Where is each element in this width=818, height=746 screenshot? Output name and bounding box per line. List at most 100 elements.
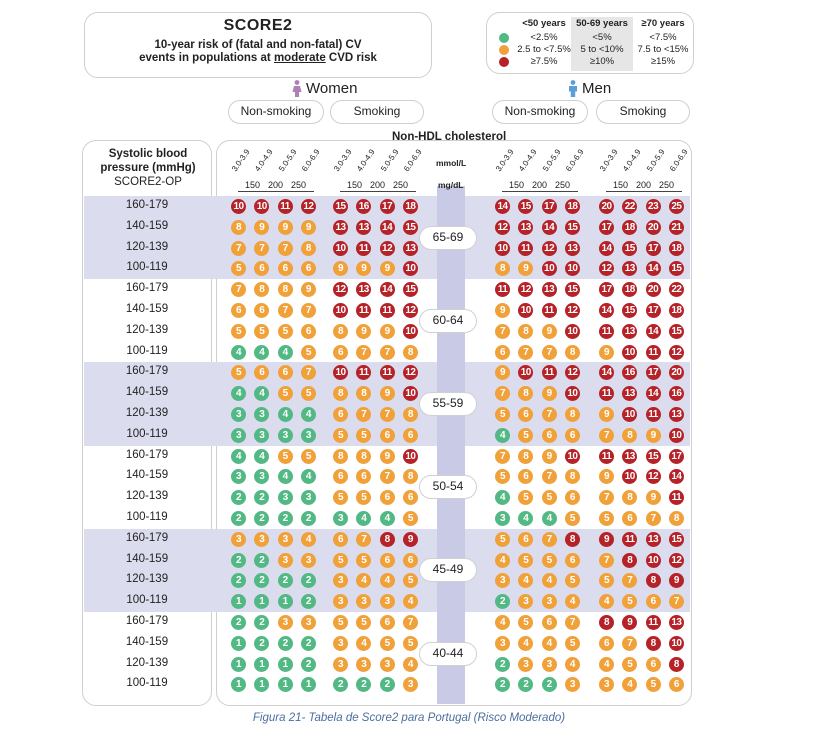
chol-mgdl-label: 150 xyxy=(613,180,629,190)
risk-legend: <50 years 50-69 years ≥70 years <2.5% <5% <7.… xyxy=(486,12,694,74)
risk-circle: 5 xyxy=(300,386,316,402)
risk-circle: 1 xyxy=(277,656,293,672)
risk-circle: 11 xyxy=(495,282,510,298)
risk-circle: 20 xyxy=(599,199,614,214)
risk-circle: 7 xyxy=(495,448,510,464)
risk-circle: 3 xyxy=(277,490,293,506)
risk-circle: 11 xyxy=(645,407,661,422)
risk-circle: 17 xyxy=(379,199,395,214)
risk-circle: 2 xyxy=(356,677,372,693)
risk-circle: 4 xyxy=(622,677,638,693)
title-box: SCORE2 10-year risk of (fatal and non-fa… xyxy=(84,12,432,78)
risk-circle: 3 xyxy=(333,511,348,526)
risk-circle: 4 xyxy=(495,615,510,630)
sbp-label: 120-139 xyxy=(125,240,169,253)
risk-circle: 6 xyxy=(495,344,510,360)
risk-circle: 3 xyxy=(402,677,418,693)
risk-circle: 11 xyxy=(379,365,395,381)
risk-circle: 4 xyxy=(300,407,316,422)
risk-circle: 13 xyxy=(541,282,557,298)
risk-circle: 10 xyxy=(333,240,348,256)
risk-circle: 14 xyxy=(645,323,661,339)
mgdl-axis-line xyxy=(238,191,314,192)
chol-mgdl-label: 250 xyxy=(291,180,307,190)
risk-circle: 5 xyxy=(277,448,293,464)
figure-caption: Figura 21- Tabela de Score2 para Portuga… xyxy=(252,712,566,724)
sbp-label: 100-119 xyxy=(126,261,168,274)
risk-circle: 15 xyxy=(564,282,580,298)
risk-circle: 10 xyxy=(564,386,580,402)
risk-circle: 5 xyxy=(564,573,580,589)
risk-circle: 6 xyxy=(645,594,661,610)
risk-circle: 3 xyxy=(300,552,316,568)
risk-circle: 5 xyxy=(402,635,418,651)
risk-circle: 7 xyxy=(402,615,418,630)
risk-circle: 3 xyxy=(356,594,372,610)
risk-circle: 9 xyxy=(379,261,395,277)
risk-circle: 3 xyxy=(333,573,348,589)
risk-circle: 8 xyxy=(622,427,638,443)
risk-circle: 12 xyxy=(564,303,580,318)
risk-circle: 11 xyxy=(356,365,372,381)
risk-circle: 4 xyxy=(518,635,534,651)
risk-circle: 10 xyxy=(231,199,246,214)
risk-circle: 14 xyxy=(599,365,614,381)
sbp-label: 100-119 xyxy=(126,594,168,607)
risk-circle: 6 xyxy=(333,407,348,422)
risk-circle: 9 xyxy=(333,261,348,277)
risk-circle: 9 xyxy=(402,531,418,547)
risk-circle: 5 xyxy=(541,490,557,506)
risk-circle: 3 xyxy=(300,427,316,443)
chol-mgdl-label: 150 xyxy=(245,180,261,190)
risk-circle: 3 xyxy=(277,615,293,630)
risk-circle: 15 xyxy=(668,323,684,339)
women-label: Women xyxy=(292,80,357,97)
sbp-label: 160-179 xyxy=(125,282,169,295)
risk-circle: 6 xyxy=(254,365,270,381)
sbp-label: 120-139 xyxy=(125,573,169,586)
risk-circle: 7 xyxy=(300,365,316,381)
risk-circle: 12 xyxy=(402,365,418,381)
legend-cell: <2.5% xyxy=(530,32,558,43)
risk-circle: 2 xyxy=(231,511,246,526)
sbp-label: 120-139 xyxy=(125,656,169,669)
risk-circle: 13 xyxy=(622,261,638,277)
risk-circle: 8 xyxy=(356,448,372,464)
risk-circle: 10 xyxy=(622,407,638,422)
risk-circle: 4 xyxy=(356,511,372,526)
risk-circle: 6 xyxy=(379,552,395,568)
risk-circle: 6 xyxy=(300,261,316,277)
risk-circle: 8 xyxy=(622,490,638,506)
legend-cell: 7.5 to <15% xyxy=(637,44,689,55)
mmol-unit: mmol/L xyxy=(436,158,467,168)
age-band-label: 55-59 xyxy=(419,392,477,416)
risk-circle: 1 xyxy=(300,677,316,693)
chol-mgdl-label: 200 xyxy=(268,180,284,190)
risk-circle: 15 xyxy=(333,199,348,214)
risk-circle: 22 xyxy=(668,282,684,298)
risk-circle: 2 xyxy=(495,677,510,693)
risk-circle: 10 xyxy=(402,386,418,402)
risk-circle: 7 xyxy=(379,344,395,360)
risk-circle: 5 xyxy=(231,323,246,339)
risk-circle: 8 xyxy=(277,282,293,298)
risk-circle: 12 xyxy=(379,240,395,256)
risk-circle: 6 xyxy=(300,323,316,339)
mgdl-axis-line xyxy=(502,191,578,192)
risk-circle: 13 xyxy=(622,323,638,339)
risk-circle: 9 xyxy=(599,469,614,485)
risk-circle: 8 xyxy=(495,261,510,277)
risk-circle: 8 xyxy=(518,448,534,464)
risk-circle: 4 xyxy=(599,594,614,610)
risk-circle: 3 xyxy=(231,469,246,485)
age-band-label: 45-49 xyxy=(419,558,477,583)
risk-circle: 2 xyxy=(379,677,395,693)
risk-circle: 7 xyxy=(599,490,614,506)
risk-circle: 6 xyxy=(333,469,348,485)
risk-circle: 7 xyxy=(254,240,270,256)
risk-circle: 8 xyxy=(518,386,534,402)
risk-circle: 2 xyxy=(300,656,316,672)
risk-circle: 3 xyxy=(254,531,270,547)
risk-circle: 12 xyxy=(333,282,348,298)
risk-circle: 7 xyxy=(300,303,316,318)
